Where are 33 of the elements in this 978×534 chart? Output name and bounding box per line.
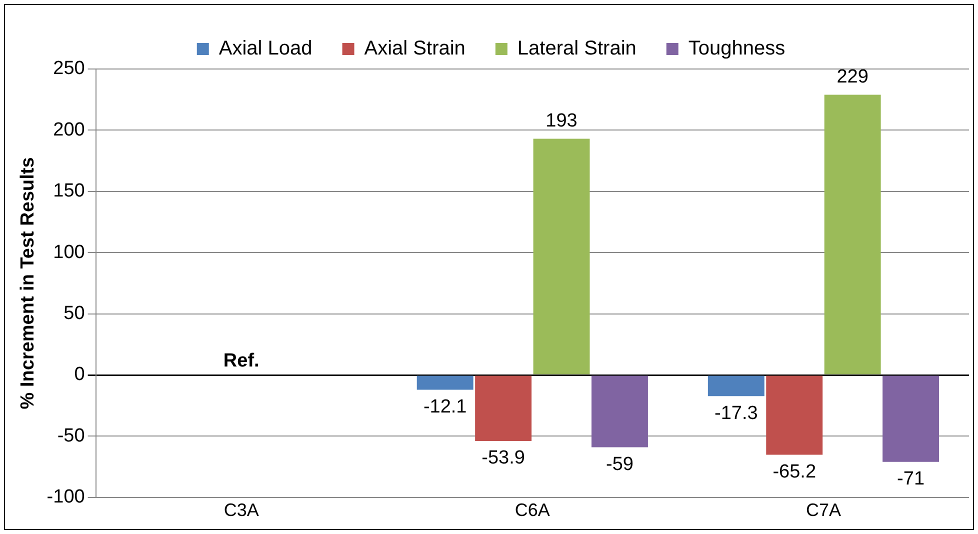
legend-label: Axial Load <box>218 38 312 60</box>
y-axis-title: % Increment in Test Results <box>18 157 39 410</box>
data-label: -12.1 <box>423 396 467 418</box>
data-label: 193 <box>546 110 578 132</box>
bar <box>882 376 940 462</box>
y-tick-label: -100 <box>46 486 85 508</box>
annotation: Ref. <box>223 350 260 372</box>
legend-label: Toughness <box>688 38 786 60</box>
legend-label: Axial Strain <box>364 38 466 60</box>
y-tick-label: 250 <box>53 58 85 80</box>
bar <box>766 376 823 455</box>
y-tick-label: 0 <box>74 364 85 386</box>
x-tick-label: C7A <box>806 500 841 520</box>
bar <box>475 376 532 441</box>
data-label: -65.2 <box>772 462 816 483</box>
bar <box>592 376 648 448</box>
data-label: -71 <box>897 468 925 490</box>
bar <box>708 376 764 396</box>
y-tick-label: 100 <box>53 242 85 263</box>
y-tick-label: 50 <box>64 303 85 324</box>
x-tick-label: C3A <box>224 500 259 520</box>
data-label: -17.3 <box>714 402 758 424</box>
y-tick-label: 150 <box>53 180 85 202</box>
bar <box>824 94 881 374</box>
x-tick-label: C6A <box>514 500 550 520</box>
data-label: -59 <box>606 454 634 475</box>
y-tick-label: 200 <box>53 119 85 140</box>
legend-label: Lateral Strain <box>517 38 636 60</box>
data-label: -53.9 <box>482 448 525 469</box>
y-tick-label: -50 <box>57 425 85 446</box>
bar <box>533 138 590 374</box>
data-label: 229 <box>836 66 868 88</box>
bar <box>416 376 474 390</box>
